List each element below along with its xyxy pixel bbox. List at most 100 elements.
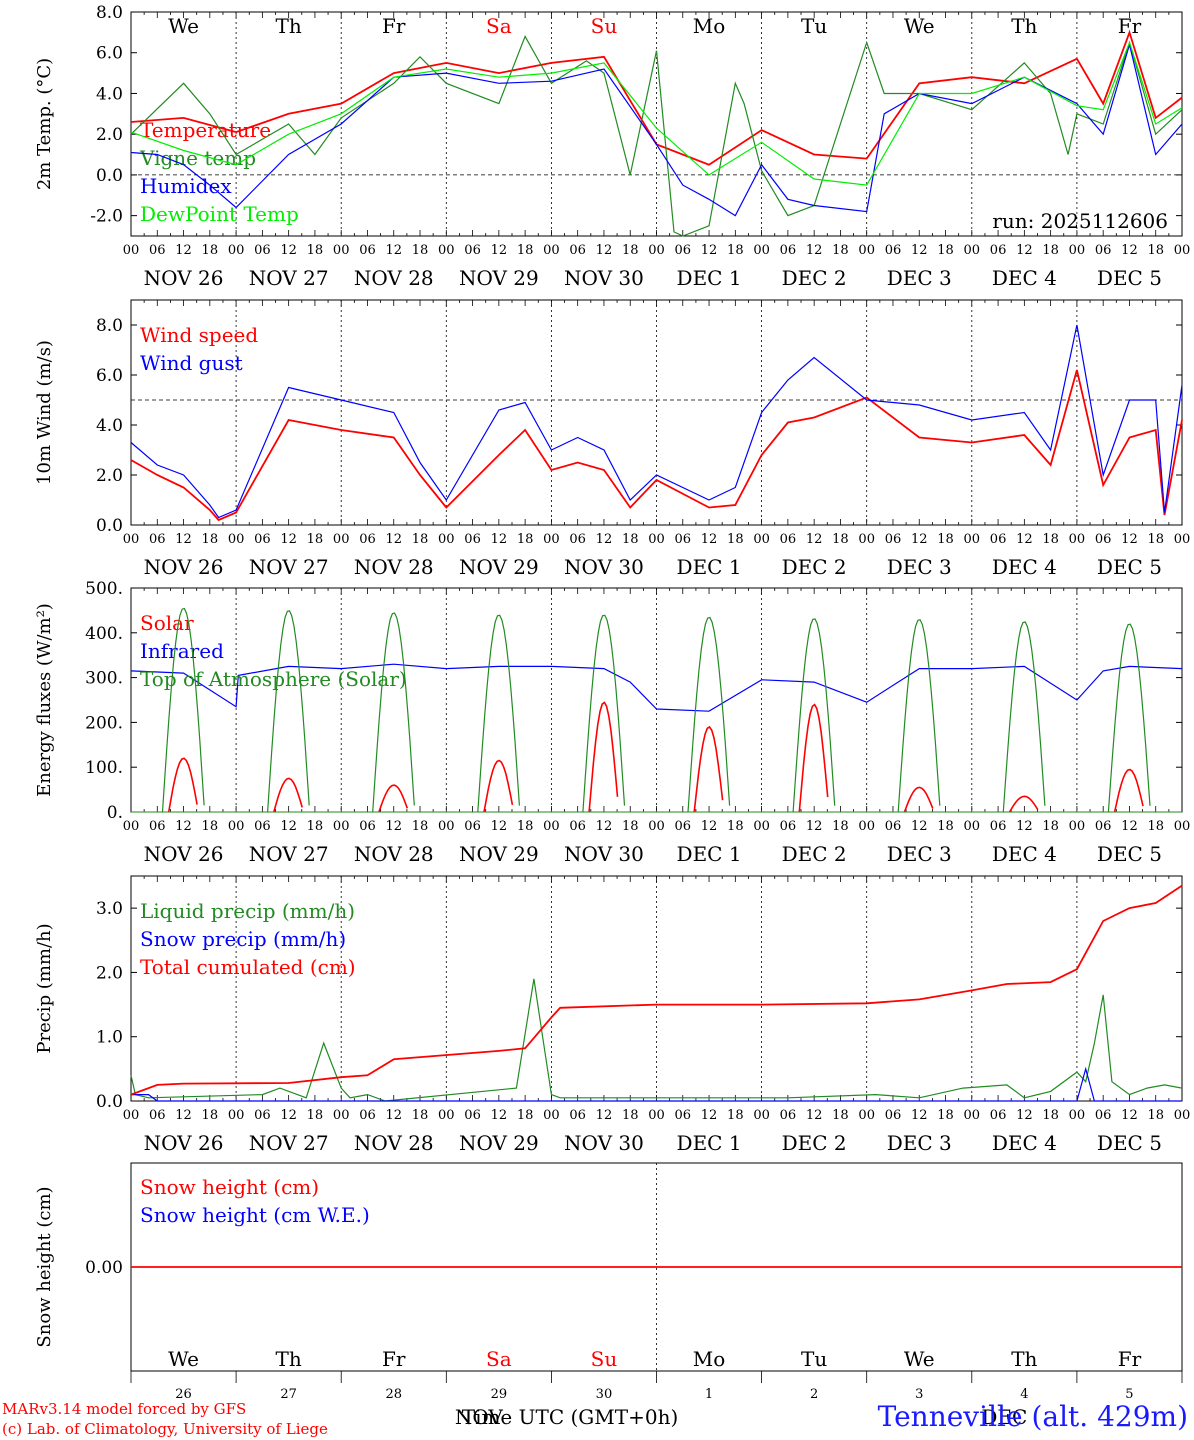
series-line-top-of-atmosphere-solar--day-5 (582, 614, 626, 813)
series-line-solar-day-9 (1008, 795, 1039, 813)
hour-tick-label: 00 (753, 1108, 770, 1123)
date-label: DEC 2 (782, 842, 847, 866)
legend-entry: Wind speed (140, 323, 258, 347)
hour-tick-label: 18 (832, 819, 849, 834)
y-tick-label: 4.0 (96, 84, 123, 104)
hour-tick-label: 18 (727, 819, 744, 834)
y-tick-label: 0.00 (85, 1258, 123, 1278)
legend-entry: DewPoint Temp (140, 202, 299, 226)
series-line-top-of-atmosphere-solar--day-4 (477, 614, 520, 813)
hour-tick-label: 12 (385, 819, 402, 834)
date-label: DEC 5 (1097, 266, 1162, 290)
y-tick-label: 8.0 (96, 316, 123, 336)
hour-tick-label: 06 (1095, 532, 1112, 547)
hour-tick-label: 18 (307, 243, 324, 258)
hour-tick-label: 06 (464, 243, 481, 258)
hour-tick-label: 12 (1016, 532, 1033, 547)
hour-tick-label: 12 (491, 819, 508, 834)
date-label: NOV 26 (144, 1131, 224, 1155)
hour-tick-label: 00 (543, 532, 560, 547)
date-label: DEC 1 (677, 842, 742, 866)
hour-tick-label: 06 (149, 243, 166, 258)
hour-tick-label: 12 (175, 532, 192, 547)
hour-tick-label: 00 (123, 243, 140, 258)
date-label: NOV 27 (249, 1131, 329, 1155)
hour-tick-label: 12 (491, 532, 508, 547)
day-label: Sa (486, 1347, 512, 1371)
date-label: DEC 2 (782, 1131, 847, 1155)
hour-tick-label: 12 (280, 243, 297, 258)
series-line-top-of-atmosphere-solar--day-10 (1107, 623, 1151, 813)
hour-tick-label: 00 (1069, 1108, 1086, 1123)
date-label: NOV 27 (249, 555, 329, 579)
hour-tick-label: 06 (569, 532, 586, 547)
hour-tick-label: 06 (675, 1108, 692, 1123)
day-number: 30 (596, 1387, 613, 1402)
hour-tick-label: 18 (412, 819, 429, 834)
hour-tick-label: 12 (491, 243, 508, 258)
hour-tick-label: 12 (1121, 1108, 1138, 1123)
series-line-vigne-temp (130, 34, 1183, 237)
hour-tick-label: 12 (1121, 243, 1138, 258)
hour-tick-label: 00 (753, 532, 770, 547)
hour-tick-label: 12 (280, 532, 297, 547)
legend-entry: Wind gust (140, 351, 243, 375)
hour-tick-label: 00 (228, 819, 245, 834)
hour-tick-label: 06 (990, 1108, 1007, 1123)
hour-tick-label: 00 (543, 243, 560, 258)
run-label: run: 2025112606 (992, 209, 1168, 233)
month-label: NOV (455, 1405, 504, 1429)
x-axis-label: Time UTC (GMT+0h) (462, 1405, 679, 1429)
hour-tick-label: 18 (937, 243, 954, 258)
month-label: DEC (981, 1405, 1027, 1429)
hour-tick-label: 00 (333, 532, 350, 547)
day-number: 3 (915, 1387, 923, 1402)
date-label: DEC 5 (1097, 1131, 1162, 1155)
date-label: DEC 2 (782, 266, 847, 290)
hour-tick-label: 00 (1069, 532, 1086, 547)
date-label: DEC 3 (887, 555, 952, 579)
date-label: DEC 3 (887, 266, 952, 290)
hour-tick-label: 06 (990, 532, 1007, 547)
hour-tick-label: 12 (385, 532, 402, 547)
hour-tick-label: 18 (622, 819, 639, 834)
hour-tick-label: 12 (491, 1108, 508, 1123)
hour-tick-label: 18 (307, 819, 324, 834)
day-label: Th (1011, 1347, 1037, 1371)
date-label: DEC 5 (1097, 842, 1162, 866)
hour-tick-label: 00 (228, 1108, 245, 1123)
y-tick-label: 0.0 (96, 166, 123, 186)
hour-tick-label: 12 (911, 243, 928, 258)
series-line-top-of-atmosphere-solar--day-9 (1002, 621, 1046, 813)
hour-tick-label: 12 (1121, 532, 1138, 547)
hour-tick-label: 12 (806, 243, 823, 258)
hour-tick-label: 00 (648, 532, 665, 547)
hour-tick-label: 06 (1095, 1108, 1112, 1123)
hour-tick-label: 00 (438, 1108, 455, 1123)
hour-tick-label: 06 (254, 532, 271, 547)
date-label: NOV 30 (564, 842, 644, 866)
hour-tick-label: 18 (832, 243, 849, 258)
series-line-solar-day-5 (588, 701, 619, 813)
date-label: DEC 4 (992, 555, 1057, 579)
y-tick-label: 4.0 (96, 416, 123, 436)
series-line-top-of-atmosphere-solar--day-2 (267, 610, 310, 813)
day-label: Fr (382, 1347, 406, 1371)
date-label: NOV 29 (459, 555, 539, 579)
y-tick-label: 0.0 (96, 516, 123, 536)
hour-tick-label: 00 (123, 819, 140, 834)
hour-tick-label: 00 (123, 1108, 140, 1123)
date-label: DEC 3 (887, 842, 952, 866)
hour-tick-label: 06 (569, 243, 586, 258)
hour-tick-label: 06 (569, 1108, 586, 1123)
hour-tick-label: 12 (596, 532, 613, 547)
hour-tick-label: 00 (648, 1108, 665, 1123)
day-label: Fr (1118, 1347, 1142, 1371)
y-tick-label: 200. (85, 713, 123, 733)
date-label: DEC 1 (677, 555, 742, 579)
hour-tick-label: 06 (359, 532, 376, 547)
hour-tick-label: 12 (596, 1108, 613, 1123)
hour-tick-label: 00 (648, 243, 665, 258)
hour-tick-label: 06 (149, 1108, 166, 1123)
y-tick-label: 300. (85, 669, 123, 689)
